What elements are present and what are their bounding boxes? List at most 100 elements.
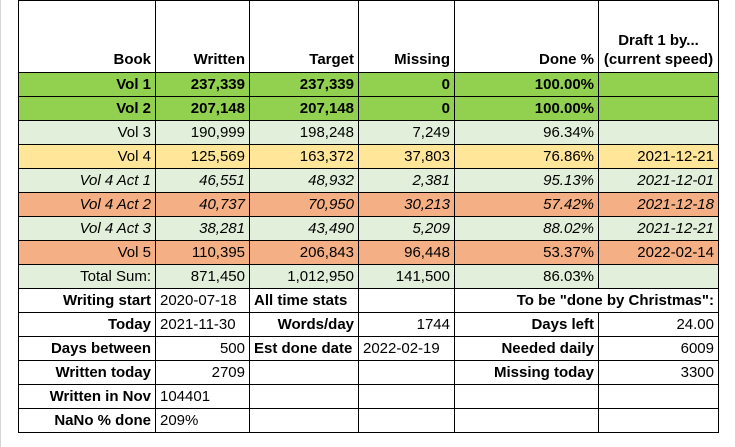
missing-cell[interactable]: 37,803 [358,144,455,169]
header-target[interactable]: Target [249,0,359,73]
missing-cell[interactable]: 7,249 [358,120,455,145]
missing-cell[interactable]: 2,381 [358,168,455,193]
header-draft-line2: (current speed) [603,51,714,68]
empty-cell[interactable] [454,384,599,409]
today-value[interactable]: 2021-11-30 [155,312,250,337]
target-cell[interactable]: 43,490 [249,216,359,241]
done-cell[interactable]: 100.00% [454,72,599,97]
empty-cell[interactable] [249,384,359,409]
written-today-value[interactable]: 2709 [155,360,250,385]
missing-cell[interactable]: 30,213 [358,192,455,217]
done-cell[interactable]: 53.37% [454,240,599,265]
empty-cell[interactable] [358,408,455,433]
missing-cell[interactable]: 0 [358,72,455,97]
missing-cell[interactable]: 141,500 [358,264,455,289]
written-today-label[interactable]: Written today [18,360,156,385]
target-cell[interactable]: 70,950 [249,192,359,217]
book-cell[interactable]: Vol 4 Act 3 [18,216,156,241]
est-done-value[interactable]: 2022-02-19 [358,336,455,361]
book-cell[interactable]: Total Sum: [18,264,156,289]
draft-cell[interactable]: 2022-02-14 [598,240,719,265]
missing-cell[interactable]: 96,448 [358,240,455,265]
header-draft[interactable]: Draft 1 by... (current speed) [598,0,719,73]
book-cell[interactable]: Vol 2 [18,96,156,121]
header-done[interactable]: Done % [454,0,599,73]
book-cell[interactable]: Vol 5 [18,240,156,265]
done-cell[interactable]: 96.34% [454,120,599,145]
draft-cell[interactable]: 2021-12-18 [598,192,719,217]
header-written[interactable]: Written [155,0,250,73]
done-cell[interactable]: 100.00% [454,96,599,121]
nano-value[interactable]: 209% [155,408,250,433]
missing-cell[interactable]: 5,209 [358,216,455,241]
target-cell[interactable]: 48,932 [249,168,359,193]
target-cell[interactable]: 1,012,950 [249,264,359,289]
written-cell[interactable]: 190,999 [155,120,250,145]
target-cell[interactable]: 207,148 [249,96,359,121]
empty-cell[interactable] [358,384,455,409]
done-cell[interactable]: 57.42% [454,192,599,217]
today-label[interactable]: Today [18,312,156,337]
written-cell[interactable]: 871,450 [155,264,250,289]
book-row: Vol 2 207,148 207,148 0 100.00% [18,96,719,121]
done-cell[interactable]: 95.13% [454,168,599,193]
words-day-value[interactable]: 1744 [358,312,455,337]
empty-cell[interactable] [454,408,599,433]
empty-cell[interactable] [358,288,455,313]
stats-row: Written today 2709 Missing today 3300 [18,360,719,385]
target-cell[interactable]: 198,248 [249,120,359,145]
days-between-value[interactable]: 500 [155,336,250,361]
draft-cell[interactable]: 2021-12-21 [598,216,719,241]
words-day-label[interactable]: Words/day [249,312,359,337]
target-cell[interactable]: 237,339 [249,72,359,97]
needed-daily-label[interactable]: Needed daily [454,336,599,361]
days-left-value[interactable]: 24.00 [598,312,719,337]
draft-cell[interactable] [598,72,719,97]
draft-cell[interactable]: 2021-12-01 [598,168,719,193]
empty-cell[interactable] [249,408,359,433]
header-draft-line1: Draft 1 by... [618,32,699,49]
missing-today-label[interactable]: Missing today [454,360,599,385]
written-cell[interactable]: 125,569 [155,144,250,169]
written-cell[interactable]: 207,148 [155,96,250,121]
christmas-label[interactable]: To be "done by Christmas": [454,288,719,313]
empty-cell[interactable] [598,408,719,433]
draft-cell[interactable]: 2021-12-21 [598,144,719,169]
empty-cell[interactable] [358,360,455,385]
all-time-label[interactable]: All time stats [249,288,359,313]
written-nov-label[interactable]: Written in Nov [18,384,156,409]
written-cell[interactable]: 38,281 [155,216,250,241]
book-cell[interactable]: Vol 4 Act 1 [18,168,156,193]
progress-table: Book Written Target Missing Done % Draft… [18,0,719,433]
target-cell[interactable]: 206,843 [249,240,359,265]
writing-start-value[interactable]: 2020-07-18 [155,288,250,313]
book-cell[interactable]: Vol 1 [18,72,156,97]
done-cell[interactable]: 86.03% [454,264,599,289]
missing-cell[interactable]: 0 [358,96,455,121]
est-done-label[interactable]: Est done date [249,336,359,361]
days-left-label[interactable]: Days left [454,312,599,337]
needed-daily-value[interactable]: 6009 [598,336,719,361]
written-cell[interactable]: 40,737 [155,192,250,217]
header-missing[interactable]: Missing [358,0,455,73]
days-between-label[interactable]: Days between [18,336,156,361]
written-cell[interactable]: 110,395 [155,240,250,265]
done-cell[interactable]: 76.86% [454,144,599,169]
empty-cell[interactable] [249,360,359,385]
draft-cell[interactable] [598,120,719,145]
book-cell[interactable]: Vol 3 [18,120,156,145]
draft-cell[interactable] [598,96,719,121]
writing-start-label[interactable]: Writing start [18,288,156,313]
header-book[interactable]: Book [18,0,156,73]
book-cell[interactable]: Vol 4 Act 2 [18,192,156,217]
nano-label[interactable]: NaNo % done [18,408,156,433]
empty-cell[interactable] [598,384,719,409]
book-cell[interactable]: Vol 4 [18,144,156,169]
done-cell[interactable]: 88.02% [454,216,599,241]
written-cell[interactable]: 237,339 [155,72,250,97]
draft-cell[interactable] [598,264,719,289]
missing-today-value[interactable]: 3300 [598,360,719,385]
written-nov-value[interactable]: 104401 [155,384,250,409]
written-cell[interactable]: 46,551 [155,168,250,193]
target-cell[interactable]: 163,372 [249,144,359,169]
